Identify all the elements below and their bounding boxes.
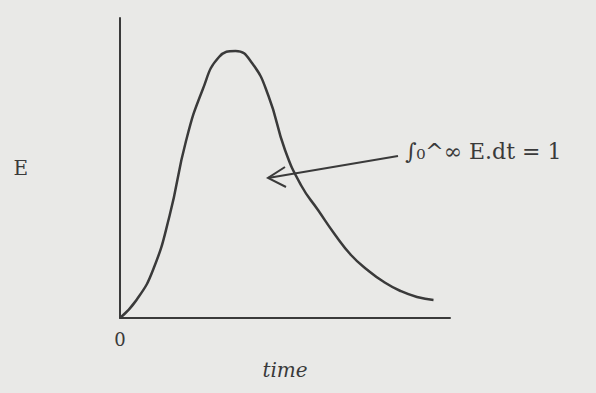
svg-text:0: 0 bbox=[114, 329, 125, 350]
svg-text:E: E bbox=[13, 156, 28, 180]
svg-text:∫₀^∞ E.dt = 1: ∫₀^∞ E.dt = 1 bbox=[405, 139, 561, 164]
svg-text:time: time bbox=[262, 358, 307, 382]
